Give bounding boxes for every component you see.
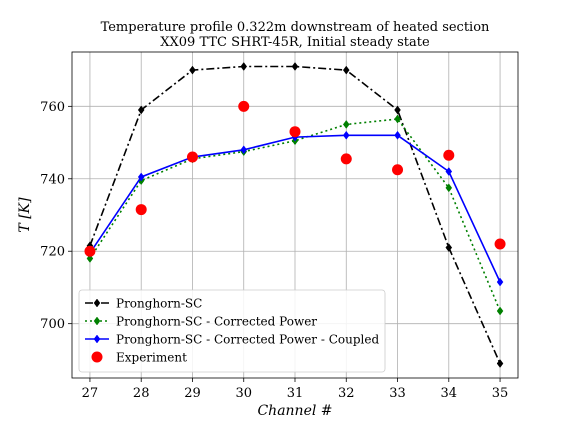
data-point-pronghorn-sc-corrected-power — [342, 120, 350, 129]
data-point-experiment — [186, 151, 198, 163]
legend-label: Pronghorn-SC - Corrected Power - Coupled — [116, 333, 379, 347]
data-point-pronghorn-sc — [240, 62, 248, 71]
chart-title: Temperature profile 0.322m downstream of… — [101, 20, 490, 35]
x-axis: 27 28 29 30 31 32 33 34 35 — [82, 378, 509, 401]
series-experiment — [84, 100, 506, 257]
legend-item: Pronghorn-SC — [85, 297, 202, 311]
data-point-pronghorn-sc-corrected-power — [445, 183, 453, 193]
y-tick-label: 720 — [40, 245, 65, 260]
data-point-experiment — [443, 149, 455, 161]
data-point-experiment — [135, 204, 147, 216]
data-point-experiment — [84, 245, 96, 257]
data-point-pronghorn-sc-corrected-power — [394, 114, 401, 124]
data-point-experiment — [238, 100, 250, 112]
y-tick-label: 740 — [40, 172, 65, 187]
legend-box — [78, 289, 386, 373]
data-point-pronghorn-sc-corrected-power-coupled — [496, 277, 504, 287]
series-line-pronghorn-sc-corrected-power — [89, 118, 501, 312]
data-point-pronghorn-sc — [496, 359, 504, 368]
y-axis-label: T [K] — [17, 197, 33, 233]
data-point-pronghorn-sc — [137, 105, 145, 115]
legend-marker — [93, 334, 101, 344]
x-tick-label: 30 — [235, 386, 252, 401]
series-pronghorn-sc — [86, 62, 504, 368]
x-tick-label: 29 — [184, 386, 201, 401]
legend-label: Pronghorn-SC — [116, 297, 202, 311]
data-point-pronghorn-sc — [445, 243, 453, 253]
legend-label: Pronghorn-SC - Corrected Power — [116, 315, 317, 329]
data-point-experiment — [340, 153, 352, 165]
legend-marker — [91, 351, 103, 363]
x-axis-label: Channel # — [257, 403, 332, 419]
series-line-pronghorn-sc — [89, 65, 501, 364]
data-point-pronghorn-sc-corrected-power-coupled — [240, 145, 248, 155]
data-point-experiment — [289, 126, 301, 138]
data-point-pronghorn-sc-corrected-power-coupled — [137, 172, 145, 182]
data-point-pronghorn-sc — [394, 105, 401, 115]
x-tick-label: 28 — [133, 386, 150, 401]
data-point-experiment — [392, 164, 404, 176]
x-tick-label: 35 — [492, 386, 509, 401]
legend: Pronghorn-SC Pronghorn-SC - Corrected Pow… — [78, 289, 386, 373]
data-point-pronghorn-sc — [291, 62, 299, 71]
chart-subtitle: XX09 TTC SHRT-45R, Initial steady state — [160, 35, 430, 50]
legend-marker — [93, 298, 101, 308]
legend-item: Experiment — [91, 351, 187, 365]
x-tick-label: 34 — [441, 386, 458, 401]
plot-series — [84, 62, 506, 368]
legend-label: Experiment — [116, 351, 187, 365]
data-point-pronghorn-sc — [342, 65, 350, 75]
x-tick-label: 27 — [82, 386, 99, 401]
data-point-experiment — [494, 238, 506, 250]
x-tick-label: 31 — [287, 386, 304, 401]
x-tick-label: 33 — [389, 386, 406, 401]
data-point-pronghorn-sc-corrected-power-coupled — [394, 130, 401, 140]
plot-frame — [71, 51, 519, 379]
legend-item: Pronghorn-SC - Corrected Power — [85, 315, 317, 329]
data-point-pronghorn-sc-corrected-power-coupled — [445, 167, 453, 176]
y-tick-label: 700 — [40, 317, 65, 332]
y-axis: 700 720 740 760 — [40, 100, 72, 332]
x-tick-label: 32 — [338, 386, 355, 401]
legend-marker — [93, 316, 101, 326]
legend-item: Pronghorn-SC - Corrected Power - Coupled — [85, 333, 379, 347]
y-tick-label: 760 — [40, 100, 65, 115]
data-point-pronghorn-sc-corrected-power — [496, 306, 504, 316]
data-point-pronghorn-sc — [189, 65, 196, 75]
data-point-pronghorn-sc-corrected-power-coupled — [342, 130, 350, 140]
